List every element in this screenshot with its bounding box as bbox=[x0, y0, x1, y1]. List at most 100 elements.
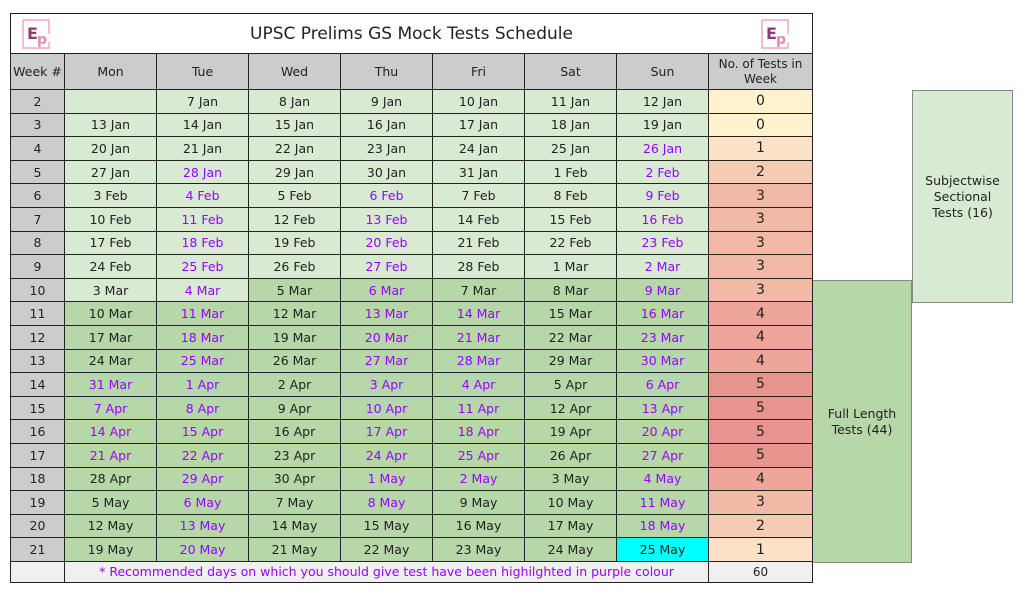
week-number: 17 bbox=[10, 442, 65, 468]
header-thu: Thu bbox=[340, 53, 433, 90]
date-cell: 16 Apr bbox=[248, 419, 341, 444]
svg-text:p: p bbox=[776, 32, 786, 48]
table-row: 15 7 Apr 8 Apr 9 Apr 10 Apr 11 Apr 12 Apr 13 Ap… bbox=[10, 395, 813, 421]
date-cell: 17 Feb bbox=[64, 230, 157, 256]
date-cell: 20 Mar bbox=[340, 324, 433, 350]
date-cell: 11 Feb bbox=[156, 206, 249, 232]
date-cell: 31 Jan bbox=[432, 159, 525, 185]
date-cell: 17 May bbox=[524, 513, 617, 539]
week-number: 8 bbox=[10, 230, 65, 256]
full-length-tests-box: Full Length Tests (44) bbox=[813, 280, 912, 563]
date-cell: 10 Jan bbox=[432, 89, 525, 114]
date-cell: 30 Apr bbox=[248, 466, 341, 492]
table-row: 17 21 Apr 22 Apr 23 Apr 24 Apr 25 Apr 26 Apr 27… bbox=[10, 442, 813, 468]
date-cell: 25 Feb bbox=[156, 254, 249, 279]
table-row: 3 13 Jan 14 Jan 15 Jan 16 Jan 17 Jan 18 Jan 19 … bbox=[10, 112, 813, 138]
date-cell: 11 Mar bbox=[156, 301, 249, 326]
date-cell: 19 May bbox=[64, 537, 157, 562]
date-cell: 3 Mar bbox=[64, 277, 157, 303]
date-cell: 22 Apr bbox=[156, 442, 249, 468]
page-title: UPSC Prelims GS Mock Tests Schedule bbox=[250, 23, 573, 44]
date-cell: 28 Mar bbox=[432, 348, 525, 374]
test-count: 4 bbox=[708, 466, 813, 492]
date-cell: 29 Mar bbox=[524, 348, 617, 374]
week-number: 16 bbox=[10, 419, 65, 444]
date-cell: 5 Mar bbox=[248, 277, 341, 303]
date-cell: 9 May bbox=[432, 490, 525, 515]
date-cell: 13 May bbox=[156, 513, 249, 539]
date-cell: 25 Jan bbox=[524, 136, 617, 161]
date-cell: 5 May bbox=[64, 490, 157, 515]
date-cell: 10 May bbox=[524, 490, 617, 515]
date-cell: 14 Jan bbox=[156, 112, 249, 138]
date-cell: 19 Feb bbox=[248, 230, 341, 256]
table-row: 7 10 Feb 11 Feb 12 Feb 13 Feb 14 Feb 15 Feb 16 … bbox=[10, 206, 813, 232]
date-cell: 10 Mar bbox=[64, 301, 157, 326]
date-cell: 14 May bbox=[248, 513, 341, 539]
date-cell: 8 Feb bbox=[524, 183, 617, 208]
test-count: 4 bbox=[708, 348, 813, 374]
header-fri: Fri bbox=[432, 53, 525, 90]
date-cell: 7 Mar bbox=[432, 277, 525, 303]
date-cell: 10 Apr bbox=[340, 395, 433, 421]
date-cell: 12 May bbox=[64, 513, 157, 539]
date-cell: 26 Apr bbox=[524, 442, 617, 468]
table-row: 19 5 May 6 May 7 May 8 May 9 May 10 May 11 May 3 bbox=[10, 490, 813, 515]
date-cell: 8 Mar bbox=[524, 277, 617, 303]
date-cell: 6 Mar bbox=[340, 277, 433, 303]
header-sat: Sat bbox=[524, 53, 617, 90]
svg-text:E: E bbox=[766, 24, 777, 43]
table-row: 14 31 Mar 1 Apr 2 Apr 3 Apr 4 Apr 5 Apr 6 Apr 5 bbox=[10, 372, 813, 397]
date-cell: 23 Feb bbox=[616, 230, 709, 256]
date-cell: 13 Jan bbox=[64, 112, 157, 138]
sectional-tests-box: Subjectwise Sectional Tests (16) bbox=[912, 90, 1013, 303]
week-number: 13 bbox=[10, 348, 65, 374]
date-cell: 28 Jan bbox=[156, 159, 249, 185]
week-number: 4 bbox=[10, 136, 65, 161]
date-cell: 5 Apr bbox=[524, 372, 617, 397]
test-count: 3 bbox=[708, 277, 813, 303]
date-cell: 12 Apr bbox=[524, 395, 617, 421]
test-count: 0 bbox=[708, 112, 813, 138]
date-cell: 25 Mar bbox=[156, 348, 249, 374]
test-count: 3 bbox=[708, 254, 813, 279]
date-cell: 26 Jan bbox=[616, 136, 709, 161]
date-cell: 4 May bbox=[616, 466, 709, 492]
date-cell: 18 Jan bbox=[524, 112, 617, 138]
date-cell: 2 Feb bbox=[616, 159, 709, 185]
date-cell: 21 May bbox=[248, 537, 341, 562]
date-cell: 7 Apr bbox=[64, 395, 157, 421]
week-number: 18 bbox=[10, 466, 65, 492]
header-mon: Mon bbox=[64, 53, 157, 90]
date-cell: 31 Mar bbox=[64, 372, 157, 397]
date-cell: 19 Mar bbox=[248, 324, 341, 350]
date-cell: 6 Feb bbox=[340, 183, 433, 208]
week-number: 12 bbox=[10, 324, 65, 350]
date-cell: 9 Apr bbox=[248, 395, 341, 421]
date-cell: 1 Mar bbox=[524, 254, 617, 279]
date-cell: 27 Jan bbox=[64, 159, 157, 185]
date-cell: 27 Feb bbox=[340, 254, 433, 279]
date-cell: 23 Mar bbox=[616, 324, 709, 350]
date-cell: 24 Mar bbox=[64, 348, 157, 374]
table-row: 12 17 Mar 18 Mar 19 Mar 20 Mar 21 Mar 22 Mar 23… bbox=[10, 324, 813, 350]
week-number: 19 bbox=[10, 490, 65, 515]
test-count: 5 bbox=[708, 372, 813, 397]
date-cell: 13 Mar bbox=[340, 301, 433, 326]
test-count: 5 bbox=[708, 395, 813, 421]
date-cell: 27 Apr bbox=[616, 442, 709, 468]
test-count: 2 bbox=[708, 513, 813, 539]
date-cell: 30 Jan bbox=[340, 159, 433, 185]
date-cell: 17 Mar bbox=[64, 324, 157, 350]
date-cell: 20 Feb bbox=[340, 230, 433, 256]
date-cell: 12 Jan bbox=[616, 89, 709, 114]
date-cell: 1 Feb bbox=[524, 159, 617, 185]
date-cell: 17 Jan bbox=[432, 112, 525, 138]
date-cell: 18 Feb bbox=[156, 230, 249, 256]
date-cell: 11 May bbox=[616, 490, 709, 515]
test-count: 0 bbox=[708, 89, 813, 114]
date-cell: 18 Apr bbox=[432, 419, 525, 444]
date-cell: 9 Jan bbox=[340, 89, 433, 114]
table-row: 20 12 May 13 May 14 May 15 May 16 May 17 May 18… bbox=[10, 513, 813, 539]
date-cell: 6 May bbox=[156, 490, 249, 515]
